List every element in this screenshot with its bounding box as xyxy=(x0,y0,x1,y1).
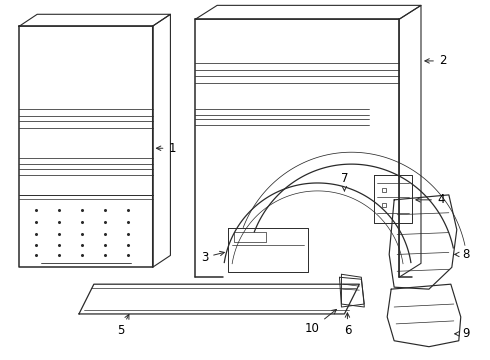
Text: 8: 8 xyxy=(455,248,469,261)
Text: 1: 1 xyxy=(156,142,176,155)
Text: 9: 9 xyxy=(455,327,469,340)
Text: 3: 3 xyxy=(201,251,224,264)
Text: 7: 7 xyxy=(341,171,348,191)
Text: 10: 10 xyxy=(305,310,337,336)
Text: 6: 6 xyxy=(343,313,351,337)
Text: 4: 4 xyxy=(416,193,444,206)
Text: 5: 5 xyxy=(117,314,129,337)
Text: 2: 2 xyxy=(425,54,446,67)
